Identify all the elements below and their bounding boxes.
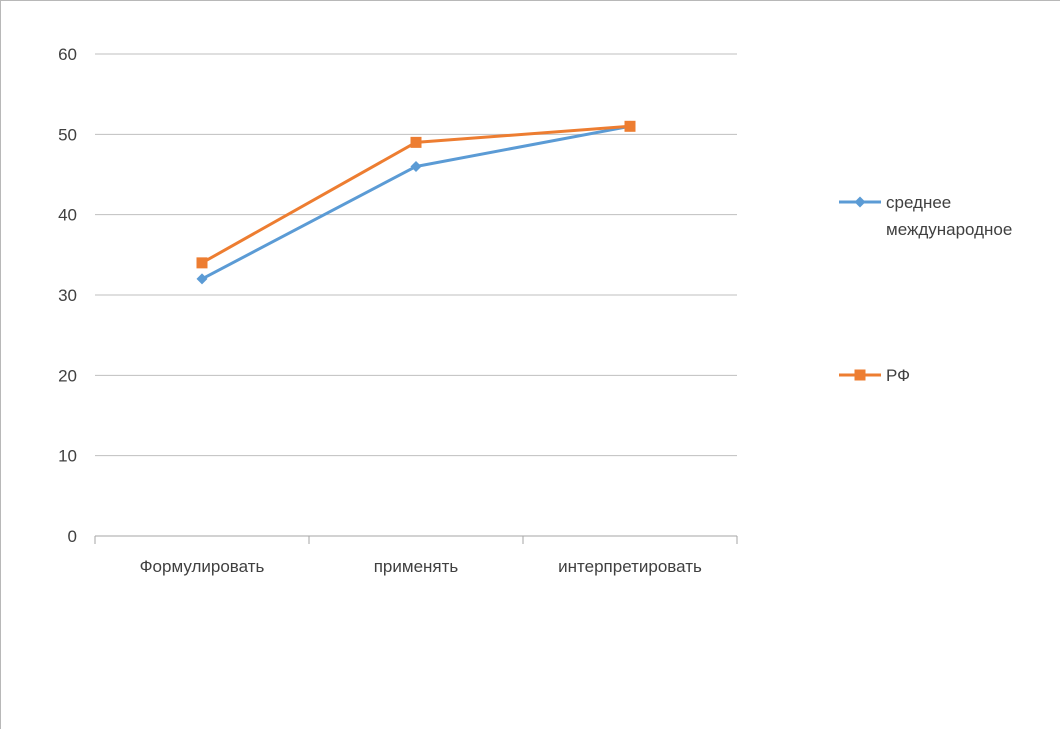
y-tick-label: 40 [58,206,77,225]
legend: среднее международное РФ [839,193,1012,385]
x-tick-label: интерпретировать [558,557,702,576]
y-tick-label: 10 [58,447,77,466]
y-tick-label: 20 [58,366,77,385]
grid-lines [95,53,737,457]
data-point [624,120,636,132]
data-point [196,257,208,269]
x-tick-label: Формулировать [140,557,265,576]
series-1 [196,120,636,269]
legend-entry: среднее международное [839,193,1012,239]
data-point [410,160,422,172]
x-axis-tick-labels: Формулировать применять интерпретировать [140,557,702,576]
legend-label: среднее [886,193,951,212]
y-tick-label: 50 [58,125,77,144]
y-tick-label: 30 [58,286,77,305]
data-point [196,273,208,285]
legend-marker [854,196,866,208]
x-axis [94,535,738,544]
x-tick-label: применять [374,557,459,576]
y-tick-label: 0 [68,527,77,546]
legend-label: РФ [886,366,910,385]
legend-entry: РФ [839,366,910,385]
series-line [200,124,632,281]
y-tick-label: 60 [58,45,77,64]
legend-label: международное [886,220,1012,239]
series-group [196,120,636,285]
data-point [410,136,422,148]
y-axis-tick-labels: 0 10 20 30 40 50 60 [58,45,77,546]
legend-marker [854,369,866,381]
